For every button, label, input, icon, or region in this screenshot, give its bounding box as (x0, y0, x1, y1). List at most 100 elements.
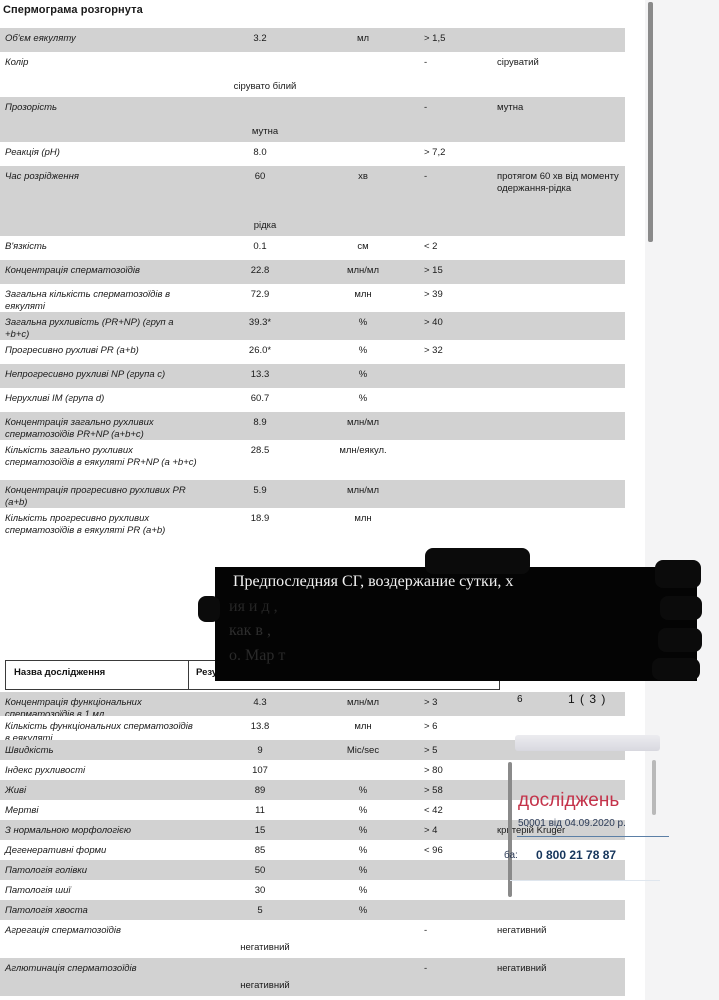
table-row: Колір - сіруватий сірувато білий (0, 52, 625, 97)
row-note: протягом 60 хв від моменту одержання-рід… (497, 171, 619, 194)
row-value: 13.8 (250, 721, 270, 732)
row-value: 50 (254, 865, 266, 876)
row-value: 60.7 (250, 393, 270, 404)
panel-phone-label: ба: (504, 850, 518, 861)
table-row: Час розрідження 60 хв - протягом 60 хв від м… (0, 166, 625, 236)
row-unit: % (358, 317, 368, 328)
table-row: Патологія хвоста 5% (0, 900, 625, 920)
row-unit: млн/мл (346, 485, 380, 496)
table-row: Прогресивно рухливі PR (a+b) 26.0*% > 32 (0, 340, 625, 364)
table-row: Прозорість - мутна мутна (0, 97, 625, 142)
row-value: 107 (252, 765, 268, 776)
row-label: Патологія хвоста (5, 905, 88, 916)
table-row: Кількість загально рухливих сперматозоїд… (0, 440, 625, 480)
row-extra-value: негативний (240, 942, 290, 953)
table-row: Індекс рухливості 107 > 80 (0, 760, 625, 780)
row-reference: > 1,5 (424, 33, 446, 44)
table-row: Концентрація сперматозоїдів 22.8 млн/мл > 1… (0, 260, 625, 284)
row-label: Концентрація сперматозоїдів (5, 265, 140, 276)
overlay-text-line-1: Предпоследняя СГ, воздержание сутки, х (233, 573, 514, 590)
overlay-blob-5 (652, 658, 700, 680)
table-row: Непрогресивно рухливі NP (група c) 13.3% (0, 364, 625, 388)
row-reference: - (424, 963, 428, 974)
panel-faint-rule (510, 880, 660, 881)
row-reference: - (424, 102, 428, 113)
row-label: Патологія шиї (5, 885, 71, 896)
row-reference: - (424, 57, 428, 68)
table-row: З нормальною морфологією 15% > 4 критерій K… (0, 820, 625, 840)
row-label: Кількість загально рухливих сперматозоїд… (5, 445, 197, 468)
panel-scrollbar-thumb[interactable] (652, 760, 656, 815)
row-label: Колір (5, 57, 29, 68)
row-label: Живі (5, 785, 27, 796)
row-label: Непрогресивно рухливі NP (група c) (5, 369, 166, 380)
row-note: критерій Kruger (497, 825, 566, 836)
redaction-overlay: Предпоследняя СГ, воздержание сутки, х и… (215, 567, 697, 681)
row-note: негативний (497, 963, 547, 974)
row-value: 18.9 (250, 513, 270, 524)
row-value: 8.9 (253, 417, 267, 428)
row-reference: > 39 (424, 289, 443, 300)
panel-divider (517, 836, 669, 837)
row-unit: хв (358, 171, 368, 182)
table-row: Дегенеративні форми 85% < 96 (0, 840, 625, 860)
row-label: Загальна кількість сперматозоїдів в еяку… (5, 289, 171, 312)
panel-scrollbar-track[interactable] (652, 760, 658, 890)
row-unit: % (358, 905, 368, 916)
row-label: Прогресивно рухливі PR (a+b) (5, 345, 139, 356)
table-row: Загальна кількість сперматозоїдів в еяку… (0, 284, 625, 312)
row-label: В'язкість (5, 241, 47, 252)
row-unit: млн (354, 513, 372, 524)
row-value: 5 (257, 905, 263, 916)
row-label: Концентрація загально рухливих сперматоз… (5, 417, 154, 440)
page-number-center: 1 ( 3 ) (568, 692, 607, 706)
row-unit: Mic/sec (346, 745, 380, 756)
row-value: 15 (254, 825, 266, 836)
row-unit: мл (356, 33, 370, 44)
row-reference: > 15 (424, 265, 443, 276)
document-scrollbar-thumb[interactable] (648, 2, 653, 242)
row-unit: млн (354, 721, 372, 732)
page-number-left: 6 (517, 694, 523, 705)
row-label: Концентрація функціональних сперматозоїд… (5, 697, 142, 720)
row-unit: млн/мл (346, 417, 380, 428)
table2-col-result: Резу (196, 667, 218, 678)
row-value: 5.9 (253, 485, 267, 496)
row-label: Аглютинація сперматозоїдів (5, 963, 137, 974)
row-unit: млн/еякул. (339, 445, 387, 456)
row-reference: - (424, 171, 428, 182)
row-note: негативний (497, 925, 547, 936)
row-unit: % (358, 369, 368, 380)
row-value: 26.0* (248, 345, 272, 356)
row-unit: млн/мл (346, 697, 380, 708)
row-label: Кількість функціональних сперматозоїдів … (5, 721, 193, 744)
row-unit: % (358, 825, 368, 836)
row-unit: % (358, 885, 368, 896)
row-reference: > 32 (424, 345, 443, 356)
table-row: Аглютинація сперматозоїдів - негативний нег… (0, 958, 625, 996)
row-unit: млн/мл (346, 265, 380, 276)
row-unit: % (358, 845, 368, 856)
row-label: Мертві (5, 805, 39, 816)
overlay-blob-4 (658, 628, 702, 652)
row-label: Індекс рухливості (5, 765, 86, 776)
row-value: 11 (255, 805, 265, 816)
overlay-text-line-3: как в , (229, 622, 271, 639)
table-row: Живі 89% > 58 (0, 780, 625, 800)
overlay-blob-2 (655, 560, 701, 588)
row-reference: < 96 (424, 845, 443, 856)
row-extra-value: рідка (253, 220, 277, 231)
document-scrollbar-track[interactable] (648, 0, 654, 1000)
table2-col-name: Назва дослідження (14, 667, 106, 678)
table-row: Патологія шиї 30% (0, 880, 625, 900)
row-extra-value: негативний (240, 980, 290, 991)
row-reference: > 5 (424, 745, 438, 756)
panel-phone-number[interactable]: 0 800 21 78 87 (536, 848, 617, 862)
row-reference: > 80 (424, 765, 443, 776)
table-row: Швидкість 9 Mic/sec > 5 (0, 740, 625, 760)
panel-subtitle: 50001 від 04.09.2020 р. (518, 818, 626, 829)
row-value: 28.5 (250, 445, 270, 456)
table-row: Кількість прогресивно рухливих сперматоз… (0, 508, 625, 538)
row-label: Агрегація сперматозоїдів (5, 925, 121, 936)
overlay-text-line-4: о. Мар т (229, 647, 286, 664)
